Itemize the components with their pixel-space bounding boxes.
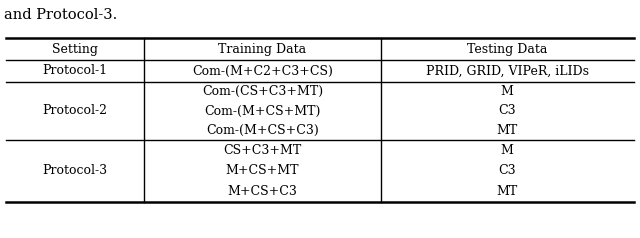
Text: Training Data: Training Data: [218, 43, 307, 55]
Text: Setting: Setting: [52, 43, 98, 55]
Text: Protocol-3: Protocol-3: [43, 164, 108, 178]
Text: Protocol-1: Protocol-1: [43, 64, 108, 78]
Text: CS+C3+MT: CS+C3+MT: [223, 144, 301, 157]
Text: and Protocol-3.: and Protocol-3.: [4, 8, 117, 22]
Text: C3: C3: [499, 104, 516, 118]
Text: Com-(CS+C3+MT): Com-(CS+C3+MT): [202, 85, 323, 98]
Text: PRID, GRID, VIPeR, iLIDs: PRID, GRID, VIPeR, iLIDs: [426, 64, 589, 78]
Text: Protocol-2: Protocol-2: [43, 104, 108, 118]
Text: Com-(M+CS+MT): Com-(M+CS+MT): [204, 104, 321, 118]
Text: C3: C3: [499, 164, 516, 178]
Text: MT: MT: [497, 185, 518, 198]
Text: Testing Data: Testing Data: [467, 43, 547, 55]
Text: M+CS+C3: M+CS+C3: [227, 185, 298, 198]
Text: M: M: [500, 85, 514, 98]
Text: Com-(M+C2+C3+CS): Com-(M+C2+C3+CS): [192, 64, 333, 78]
Text: M: M: [500, 144, 514, 157]
Text: Com-(M+CS+C3): Com-(M+CS+C3): [206, 124, 319, 137]
Text: M+CS+MT: M+CS+MT: [226, 164, 299, 178]
Text: MT: MT: [497, 124, 518, 137]
